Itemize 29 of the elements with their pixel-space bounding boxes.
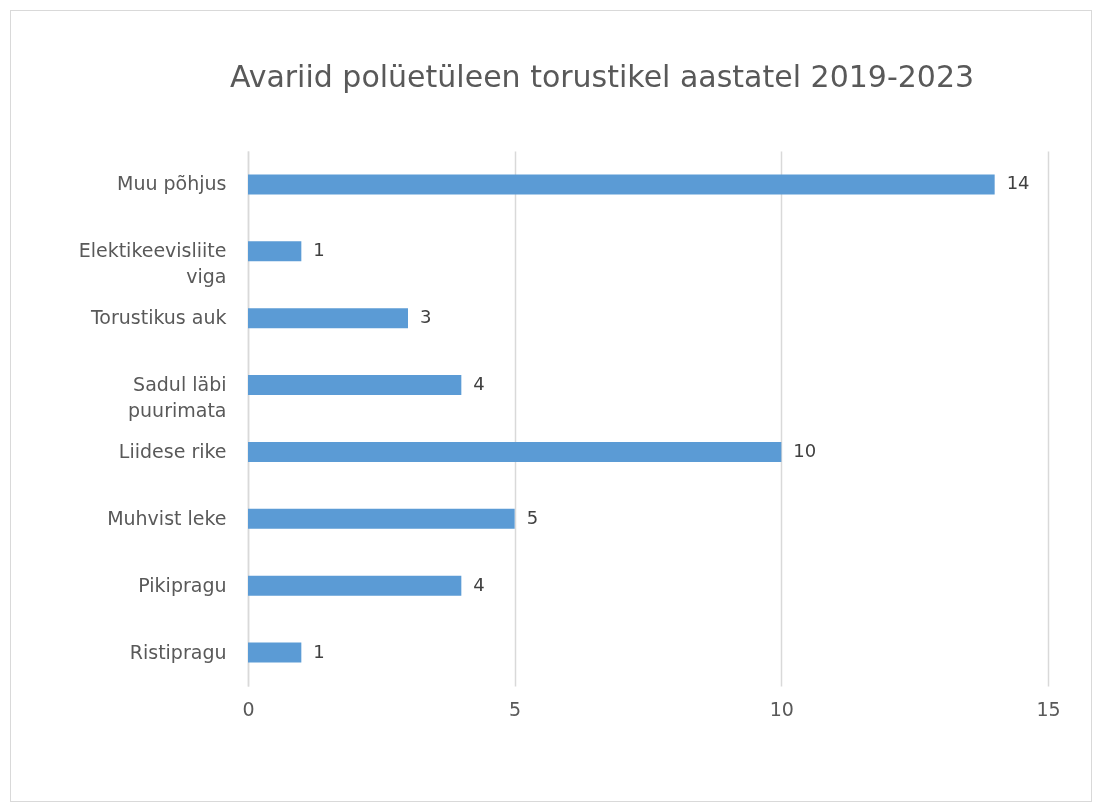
y-tick-label: Liidese rike — [118, 439, 227, 462]
data-label: 1 — [313, 239, 325, 261]
data-label: 10 — [793, 439, 817, 461]
bar — [248, 174, 995, 195]
y-tick-label: Muhvist leke — [107, 506, 227, 529]
bar — [248, 575, 462, 596]
bar — [248, 508, 515, 529]
data-label: 3 — [420, 306, 432, 328]
bar — [248, 375, 462, 396]
bar — [248, 441, 782, 462]
bar — [248, 241, 302, 262]
data-label: 1 — [313, 640, 325, 662]
data-label: 5 — [526, 506, 539, 528]
chart-title: Avariid polüetüleen torustikel aastatel 2019-2023 — [229, 59, 975, 94]
y-tick-label: Muu põhjus — [117, 172, 227, 195]
x-tick-label: 10 — [769, 697, 794, 720]
bar — [248, 642, 302, 663]
x-tick-label: 5 — [509, 697, 522, 720]
y-tick-label: Ristipragu — [129, 640, 227, 663]
data-label: 14 — [1006, 172, 1030, 194]
data-label: 4 — [473, 573, 485, 595]
bar — [248, 308, 408, 329]
y-tick-label: Torustikus auk — [89, 306, 227, 329]
y-tick-label: Pikipragu — [138, 573, 227, 596]
x-tick-label: 15 — [1036, 697, 1061, 720]
data-label: 4 — [473, 373, 485, 395]
y-tick-label: Sadul läbi puurimata — [128, 373, 227, 422]
y-tick-label: Elektikeevisliite viga — [78, 239, 227, 288]
x-tick-label: 0 — [242, 697, 255, 720]
